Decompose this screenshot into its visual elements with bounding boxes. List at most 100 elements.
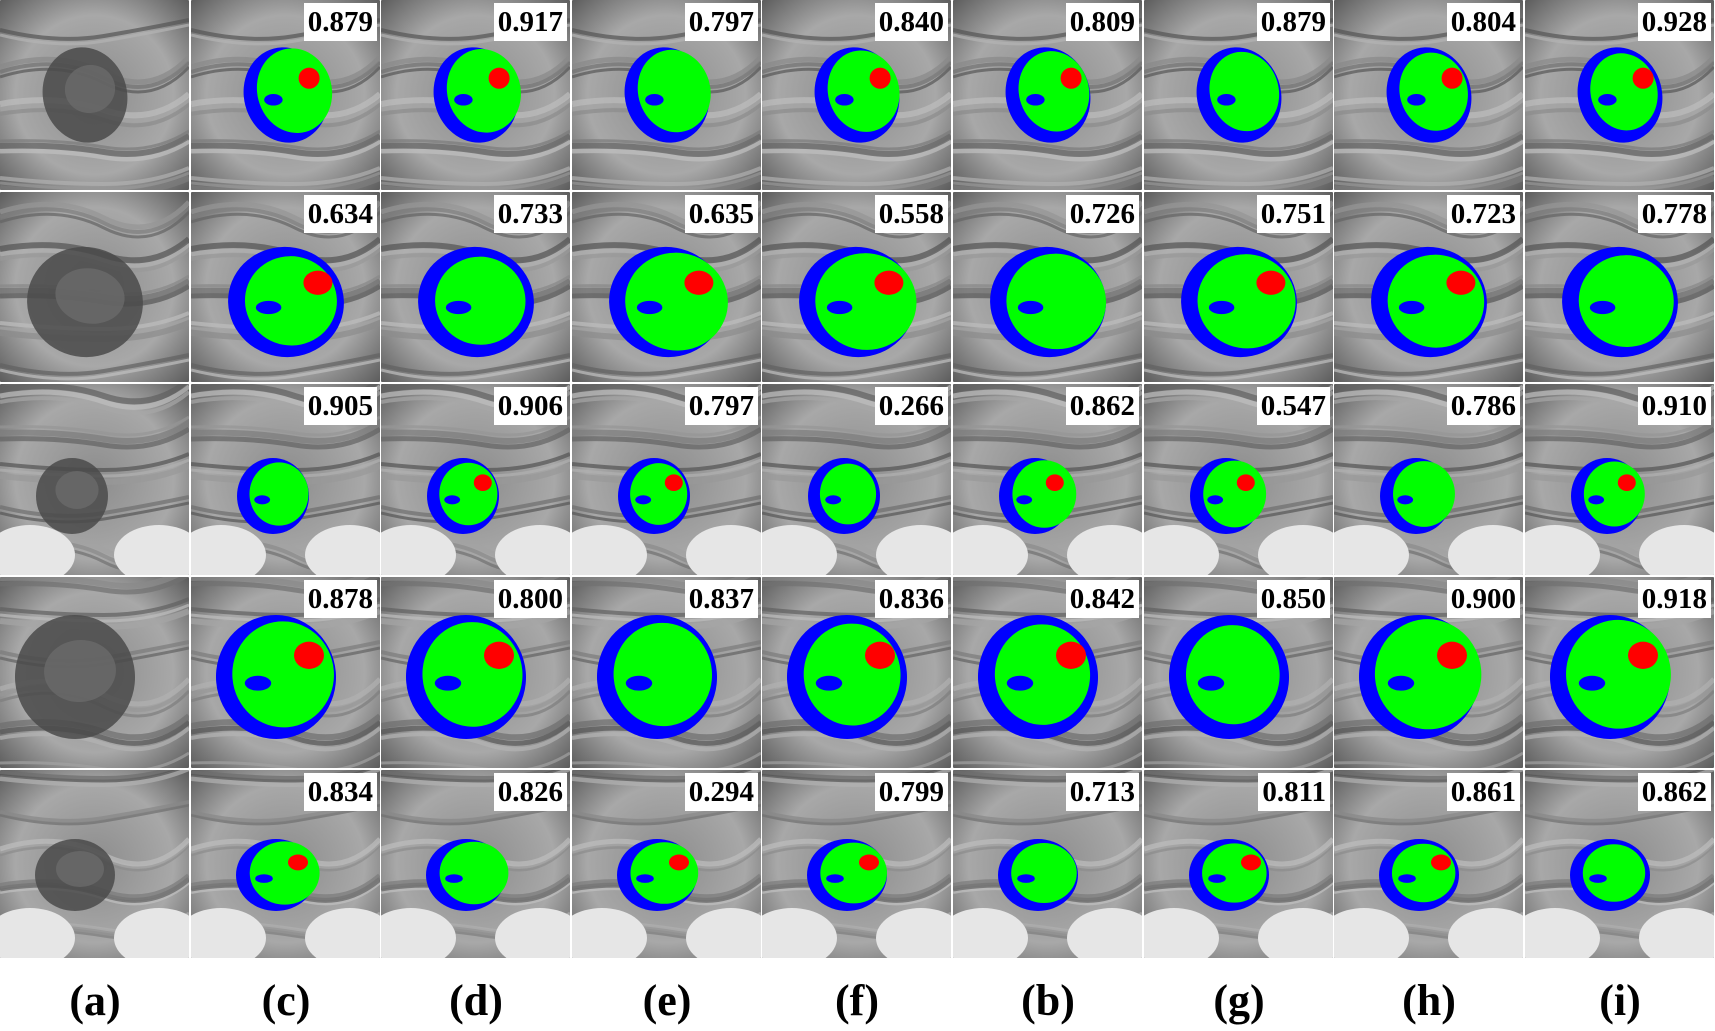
dice-score-label: 0.804	[1446, 3, 1520, 41]
dice-score-label: 0.635	[684, 195, 758, 233]
segmentation-panel: 0.842	[953, 577, 1142, 768]
segmentation-panel: 0.840	[762, 0, 951, 190]
segmentation-panel: 0.826	[381, 770, 570, 958]
segmentation-panel: 0.547	[1144, 384, 1333, 575]
dice-score-label: 0.733	[493, 195, 567, 233]
segmentation-panel: 0.786	[1334, 384, 1523, 575]
segmentation-panel: 0.751	[1144, 192, 1333, 382]
dice-score-label: 0.850	[1256, 580, 1330, 618]
mri-panel	[0, 192, 189, 382]
dice-score-label: 0.905	[303, 387, 377, 425]
mri-scan-image	[0, 192, 189, 382]
segmentation-panel: 0.905	[191, 384, 380, 575]
dice-score-label: 0.879	[303, 3, 377, 41]
segmentation-overlay-image	[762, 0, 951, 190]
dice-score-label: 0.726	[1065, 195, 1139, 233]
dice-score-label: 0.862	[1065, 387, 1139, 425]
segmentation-panel: 0.878	[191, 577, 380, 768]
segmentation-panel: 0.797	[572, 384, 761, 575]
dice-score-label: 0.878	[303, 580, 377, 618]
column-label: (i)	[1599, 976, 1641, 1025]
segmentation-panel: 0.797	[572, 0, 761, 190]
dice-score-label: 0.879	[1256, 3, 1330, 41]
dice-score-label: 0.797	[684, 387, 758, 425]
segmentation-panel: 0.726	[953, 192, 1142, 382]
segmentation-panel: 0.804	[1334, 0, 1523, 190]
dice-score-label: 0.778	[1637, 195, 1711, 233]
segmentation-panel: 0.713	[953, 770, 1142, 958]
segmentation-overlay-image	[1144, 577, 1333, 768]
segmentation-panel: 0.900	[1334, 577, 1523, 768]
mri-panel	[0, 770, 189, 958]
dice-score-label: 0.294	[684, 773, 758, 811]
segmentation-panel: 0.723	[1334, 192, 1523, 382]
column-label: (c)	[261, 976, 311, 1025]
column-label: (b)	[1021, 976, 1075, 1025]
segmentation-panel: 0.861	[1334, 770, 1523, 958]
dice-score-label: 0.751	[1256, 195, 1330, 233]
segmentation-panel: 0.800	[381, 577, 570, 768]
dice-score-label: 0.723	[1446, 195, 1520, 233]
segmentation-panel: 0.879	[191, 0, 380, 190]
segmentation-panel: 0.836	[762, 577, 951, 768]
segmentation-panel: 0.294	[572, 770, 761, 958]
dice-score-label: 0.906	[493, 387, 567, 425]
dice-score-label: 0.558	[874, 195, 948, 233]
segmentation-overlay-image	[381, 0, 570, 190]
segmentation-panel: 0.266	[762, 384, 951, 575]
dice-score-label: 0.842	[1065, 580, 1139, 618]
segmentation-overlay-image	[381, 577, 570, 768]
column-label: (e)	[642, 976, 692, 1025]
segmentation-panel: 0.733	[381, 192, 570, 382]
segmentation-panel: 0.862	[953, 384, 1142, 575]
column-label: (a)	[69, 976, 121, 1025]
segmentation-panel: 0.879	[1144, 0, 1333, 190]
dice-score-label: 0.840	[874, 3, 948, 41]
dice-score-label: 0.713	[1065, 773, 1139, 811]
segmentation-panel: 0.918	[1525, 577, 1714, 768]
dice-score-label: 0.837	[684, 580, 758, 618]
mri-scan-image	[0, 577, 189, 768]
segmentation-panel: 0.799	[762, 770, 951, 958]
segmentation-overlay-image	[953, 0, 1142, 190]
dice-score-label: 0.634	[303, 195, 377, 233]
segmentation-panel: 0.778	[1525, 192, 1714, 382]
dice-score-label: 0.811	[1258, 773, 1330, 811]
dice-score-label: 0.862	[1637, 773, 1711, 811]
dice-score-label: 0.266	[874, 387, 948, 425]
segmentation-overlay-image	[381, 384, 570, 575]
dice-score-label: 0.917	[493, 3, 567, 41]
dice-score-label: 0.928	[1637, 3, 1711, 41]
segmentation-overlay-image	[572, 384, 761, 575]
mri-scan-image	[0, 384, 189, 575]
column-label: (f)	[835, 976, 879, 1025]
segmentation-overlay-image	[762, 192, 951, 382]
segmentation-panel: 0.834	[191, 770, 380, 958]
dice-score-label: 0.809	[1065, 3, 1139, 41]
segmentation-panel: 0.928	[1525, 0, 1714, 190]
segmentation-overlay-image	[1144, 770, 1333, 958]
segmentation-comparison-grid: 0.879 0.917 0.797 0.840 0.809 0.879 0.804 0.928…	[0, 0, 1714, 958]
dice-score-label: 0.861	[1446, 773, 1520, 811]
mri-scan-image	[0, 770, 189, 958]
segmentation-overlay-image	[1525, 384, 1714, 575]
mri-panel	[0, 384, 189, 575]
segmentation-overlay-image	[953, 384, 1142, 575]
dice-score-label: 0.797	[684, 3, 758, 41]
segmentation-panel: 0.910	[1525, 384, 1714, 575]
dice-score-label: 0.910	[1637, 387, 1711, 425]
segmentation-panel: 0.862	[1525, 770, 1714, 958]
dice-score-label: 0.799	[874, 773, 948, 811]
segmentation-panel: 0.558	[762, 192, 951, 382]
segmentation-panel: 0.635	[572, 192, 761, 382]
segmentation-panel: 0.917	[381, 0, 570, 190]
segmentation-panel: 0.811	[1144, 770, 1333, 958]
segmentation-panel: 0.837	[572, 577, 761, 768]
dice-score-label: 0.900	[1446, 580, 1520, 618]
segmentation-panel: 0.850	[1144, 577, 1333, 768]
segmentation-panel: 0.634	[191, 192, 380, 382]
column-label: (g)	[1213, 976, 1265, 1025]
column-label: (d)	[449, 976, 503, 1025]
segmentation-overlay-image	[1525, 770, 1714, 958]
column-label: (h)	[1402, 976, 1456, 1025]
